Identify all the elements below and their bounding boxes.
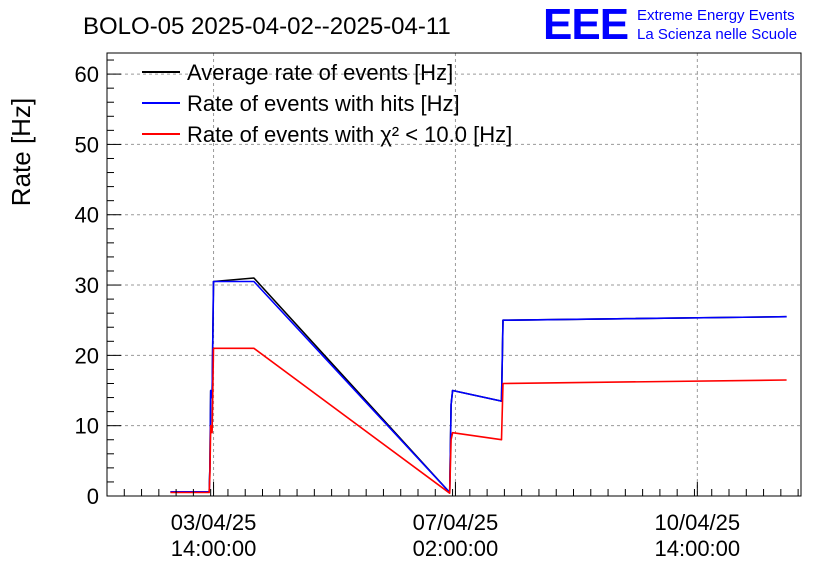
series-line-chi2 xyxy=(170,347,787,494)
y-tick-label: 50 xyxy=(75,132,99,157)
logo-line-1: Extreme Energy Events xyxy=(637,7,795,24)
y-tick-label: 10 xyxy=(75,414,99,439)
series-group xyxy=(170,277,787,494)
x-tick-label-date: 07/04/25 xyxy=(413,510,499,535)
x-tick-label-time: 14:00:00 xyxy=(655,536,741,561)
legend-label-hits: Rate of events with hits [Hz] xyxy=(187,91,460,116)
x-tick-label-date: 10/04/25 xyxy=(655,510,741,535)
chart-title: BOLO-05 2025-04-02--2025-04-11 xyxy=(83,13,451,40)
y-tick-label: 60 xyxy=(75,62,99,87)
y-tick-label: 30 xyxy=(75,273,99,298)
axes: 010203040506003/04/2514:00:0007/04/2502:… xyxy=(75,59,799,561)
legend-label-average: Average rate of events [Hz] xyxy=(187,60,453,85)
y-axis-label: Rate [Hz] xyxy=(6,98,36,206)
x-tick-label-time: 14:00:00 xyxy=(171,536,257,561)
x-tick-label-date: 03/04/25 xyxy=(171,510,257,535)
y-tick-label: 40 xyxy=(75,203,99,228)
y-tick-label: 20 xyxy=(75,343,99,368)
logo-mark: EEE xyxy=(543,0,628,49)
logo-line-2: La Scienza nelle Scuole xyxy=(637,26,797,43)
y-tick-label: 0 xyxy=(87,484,99,509)
legend-label-chi2: Rate of events with χ² < 10.0 [Hz] xyxy=(187,122,512,147)
grid xyxy=(107,53,801,496)
legend: Average rate of events [Hz] Rate of even… xyxy=(142,60,512,147)
logo: EEE Extreme Energy Events La Scienza nel… xyxy=(543,0,797,49)
plot-frame xyxy=(106,52,802,497)
x-tick-label-time: 02:00:00 xyxy=(413,536,499,561)
